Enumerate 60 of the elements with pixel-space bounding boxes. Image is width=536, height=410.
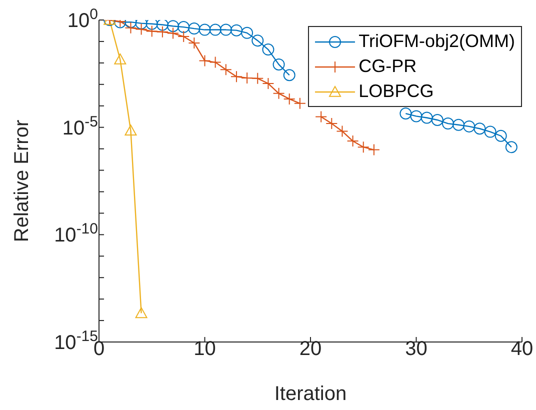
point (220, 64, 232, 76)
point (272, 87, 285, 100)
point (114, 53, 126, 64)
x-axis-title: Iteration (274, 383, 347, 405)
point (252, 34, 264, 47)
point (283, 69, 296, 82)
point (209, 56, 222, 68)
point (135, 23, 148, 36)
point (167, 20, 180, 32)
y-tick-label: 10$^{-5}$ (62, 112, 98, 140)
point (146, 20, 158, 30)
point (283, 92, 296, 105)
point (326, 118, 338, 130)
point (198, 24, 211, 36)
point (484, 126, 496, 138)
point (474, 122, 486, 135)
point (346, 135, 359, 148)
legend-label: TriOFM-obj2(OMM) (358, 31, 515, 52)
point (262, 44, 274, 56)
point (442, 118, 454, 130)
point (124, 22, 137, 34)
point (156, 20, 168, 31)
point (315, 110, 328, 123)
point (146, 25, 158, 38)
point (188, 36, 200, 49)
point (220, 24, 232, 36)
point (431, 114, 444, 126)
x-tick-label: 40 (510, 338, 534, 360)
point (262, 78, 274, 90)
point (420, 112, 433, 124)
y-axis-title: Relative Error (11, 120, 33, 242)
point (494, 130, 507, 142)
point (178, 30, 190, 43)
point (156, 26, 168, 38)
point (452, 118, 465, 131)
point (178, 21, 190, 34)
point (357, 141, 370, 154)
point (272, 58, 285, 70)
point (294, 97, 306, 110)
point (410, 110, 422, 122)
point (230, 24, 242, 36)
point (124, 124, 137, 136)
point (167, 27, 180, 40)
point (463, 120, 476, 132)
point (230, 70, 242, 83)
legend-label: LOBPCG (358, 81, 434, 102)
point (188, 22, 200, 35)
y-tick-label: 10$^{-10}$ (54, 220, 98, 247)
point (252, 72, 264, 84)
legend-label: CG-PR (358, 56, 417, 77)
point (336, 125, 348, 138)
point (400, 108, 412, 120)
point (505, 141, 518, 154)
point (368, 144, 380, 156)
point (209, 24, 222, 36)
point (198, 54, 211, 67)
point (241, 26, 254, 39)
point (135, 307, 148, 318)
y-tick-label: 10$^{0}$ (67, 6, 98, 32)
point (241, 72, 254, 84)
